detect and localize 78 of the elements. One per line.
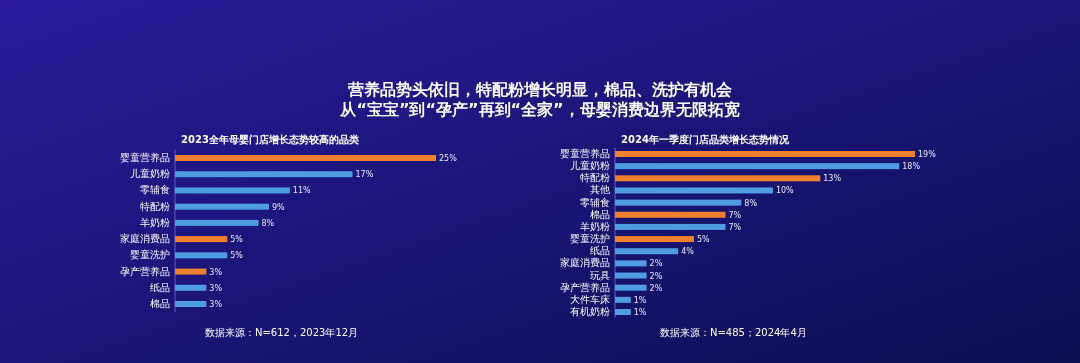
bar [615, 309, 631, 315]
y-tick-label: 孕产营养品 [560, 281, 610, 293]
bar [175, 187, 290, 194]
y-tick-label: 玩具 [590, 269, 610, 281]
bar [615, 272, 647, 279]
y-tick-label: 纸品 [590, 245, 610, 257]
data-label: 2% [649, 259, 663, 269]
data-label: 18% [902, 162, 921, 172]
bar [615, 236, 694, 243]
data-label: 13% [823, 174, 842, 184]
bar [175, 219, 259, 226]
y-tick-label: 特配粉 [580, 172, 610, 184]
y-tick-label: 特配粉 [140, 200, 170, 212]
bar [175, 268, 207, 275]
y-tick-label: 棉品 [150, 298, 170, 309]
bar [175, 171, 353, 178]
bar [615, 175, 821, 182]
y-tick-label: 孕产营养品 [120, 265, 170, 277]
data-label: 5% [230, 251, 244, 261]
source-note: 数据来源：N=485；2024年4月 [660, 327, 807, 338]
y-tick-label: 婴童洗护 [570, 233, 610, 245]
bar [615, 248, 679, 255]
data-label: 17% [355, 170, 374, 180]
data-label: 19% [918, 150, 937, 159]
data-label: 7% [728, 210, 742, 220]
bar [175, 155, 436, 161]
data-label: 5% [696, 235, 711, 245]
y-tick-label: 大件车床 [570, 293, 610, 305]
data-label: 2% [649, 283, 663, 293]
y-tick-label: 儿童奶粉 [570, 160, 610, 172]
y-tick-label: 纸品 [150, 281, 170, 293]
text: 从“宝宝”到“孕产”再到“全家”，母婴消费边界无限拓宽 [339, 100, 740, 119]
data-label: 2% [649, 271, 663, 281]
bar [615, 151, 915, 157]
y-tick-label: 儿童奶粉 [130, 168, 170, 180]
bar [615, 223, 726, 230]
data-label: 4% [681, 247, 695, 257]
y-tick-label: 婴童营养品 [120, 152, 170, 163]
y-tick-label: 其他 [590, 184, 610, 196]
bar [615, 296, 631, 303]
y-tick-label: 棉品 [590, 208, 610, 220]
chart-title: 2023全年母婴门店增长态势较高的品类 [181, 134, 359, 145]
data-label: 10% [775, 186, 795, 196]
data-label: 3% [209, 267, 223, 277]
y-tick-label: 家庭消费品 [560, 257, 610, 269]
bar [175, 252, 228, 259]
chart-title: 2024年一季度门店品类增长态势情况 [621, 134, 790, 145]
y-tick-label: 零辅食 [140, 184, 170, 196]
y-tick-label: 婴童营养品 [560, 148, 610, 159]
data-label: 3% [209, 300, 223, 309]
data-label: 9% [271, 202, 286, 212]
data-label: 5% [230, 235, 244, 245]
y-tick-label: 家庭消费品 [120, 233, 170, 245]
bar [175, 236, 228, 243]
data-label: 8% [744, 198, 758, 208]
data-label: 7% [728, 222, 742, 232]
data-label: 25% [439, 154, 458, 163]
data-label: 11% [292, 186, 312, 196]
data-label: 1% [633, 295, 647, 305]
y-tick-label: 有机奶粉 [570, 306, 610, 317]
bar [615, 163, 900, 170]
y-tick-label: 羊奶粉 [580, 220, 610, 232]
y-tick-label: 婴童洗护 [130, 249, 170, 261]
bar [615, 260, 647, 267]
source-note: 数据来源：N=612，2023年12月 [205, 327, 359, 338]
bar [615, 284, 647, 291]
y-tick-label: 羊奶粉 [140, 216, 170, 228]
data-label: 3% [209, 283, 223, 293]
bar [175, 301, 207, 307]
bar [175, 284, 207, 291]
bar [615, 187, 773, 194]
bar [615, 199, 742, 206]
y-tick-label: 零辅食 [580, 196, 610, 208]
data-label: 8% [261, 218, 275, 228]
bar [175, 203, 269, 210]
data-label: 1% [633, 308, 647, 317]
bar [615, 211, 726, 218]
text: 营养品势头依旧，特配粉增长明显，棉品、洗护有机会 [347, 80, 733, 99]
